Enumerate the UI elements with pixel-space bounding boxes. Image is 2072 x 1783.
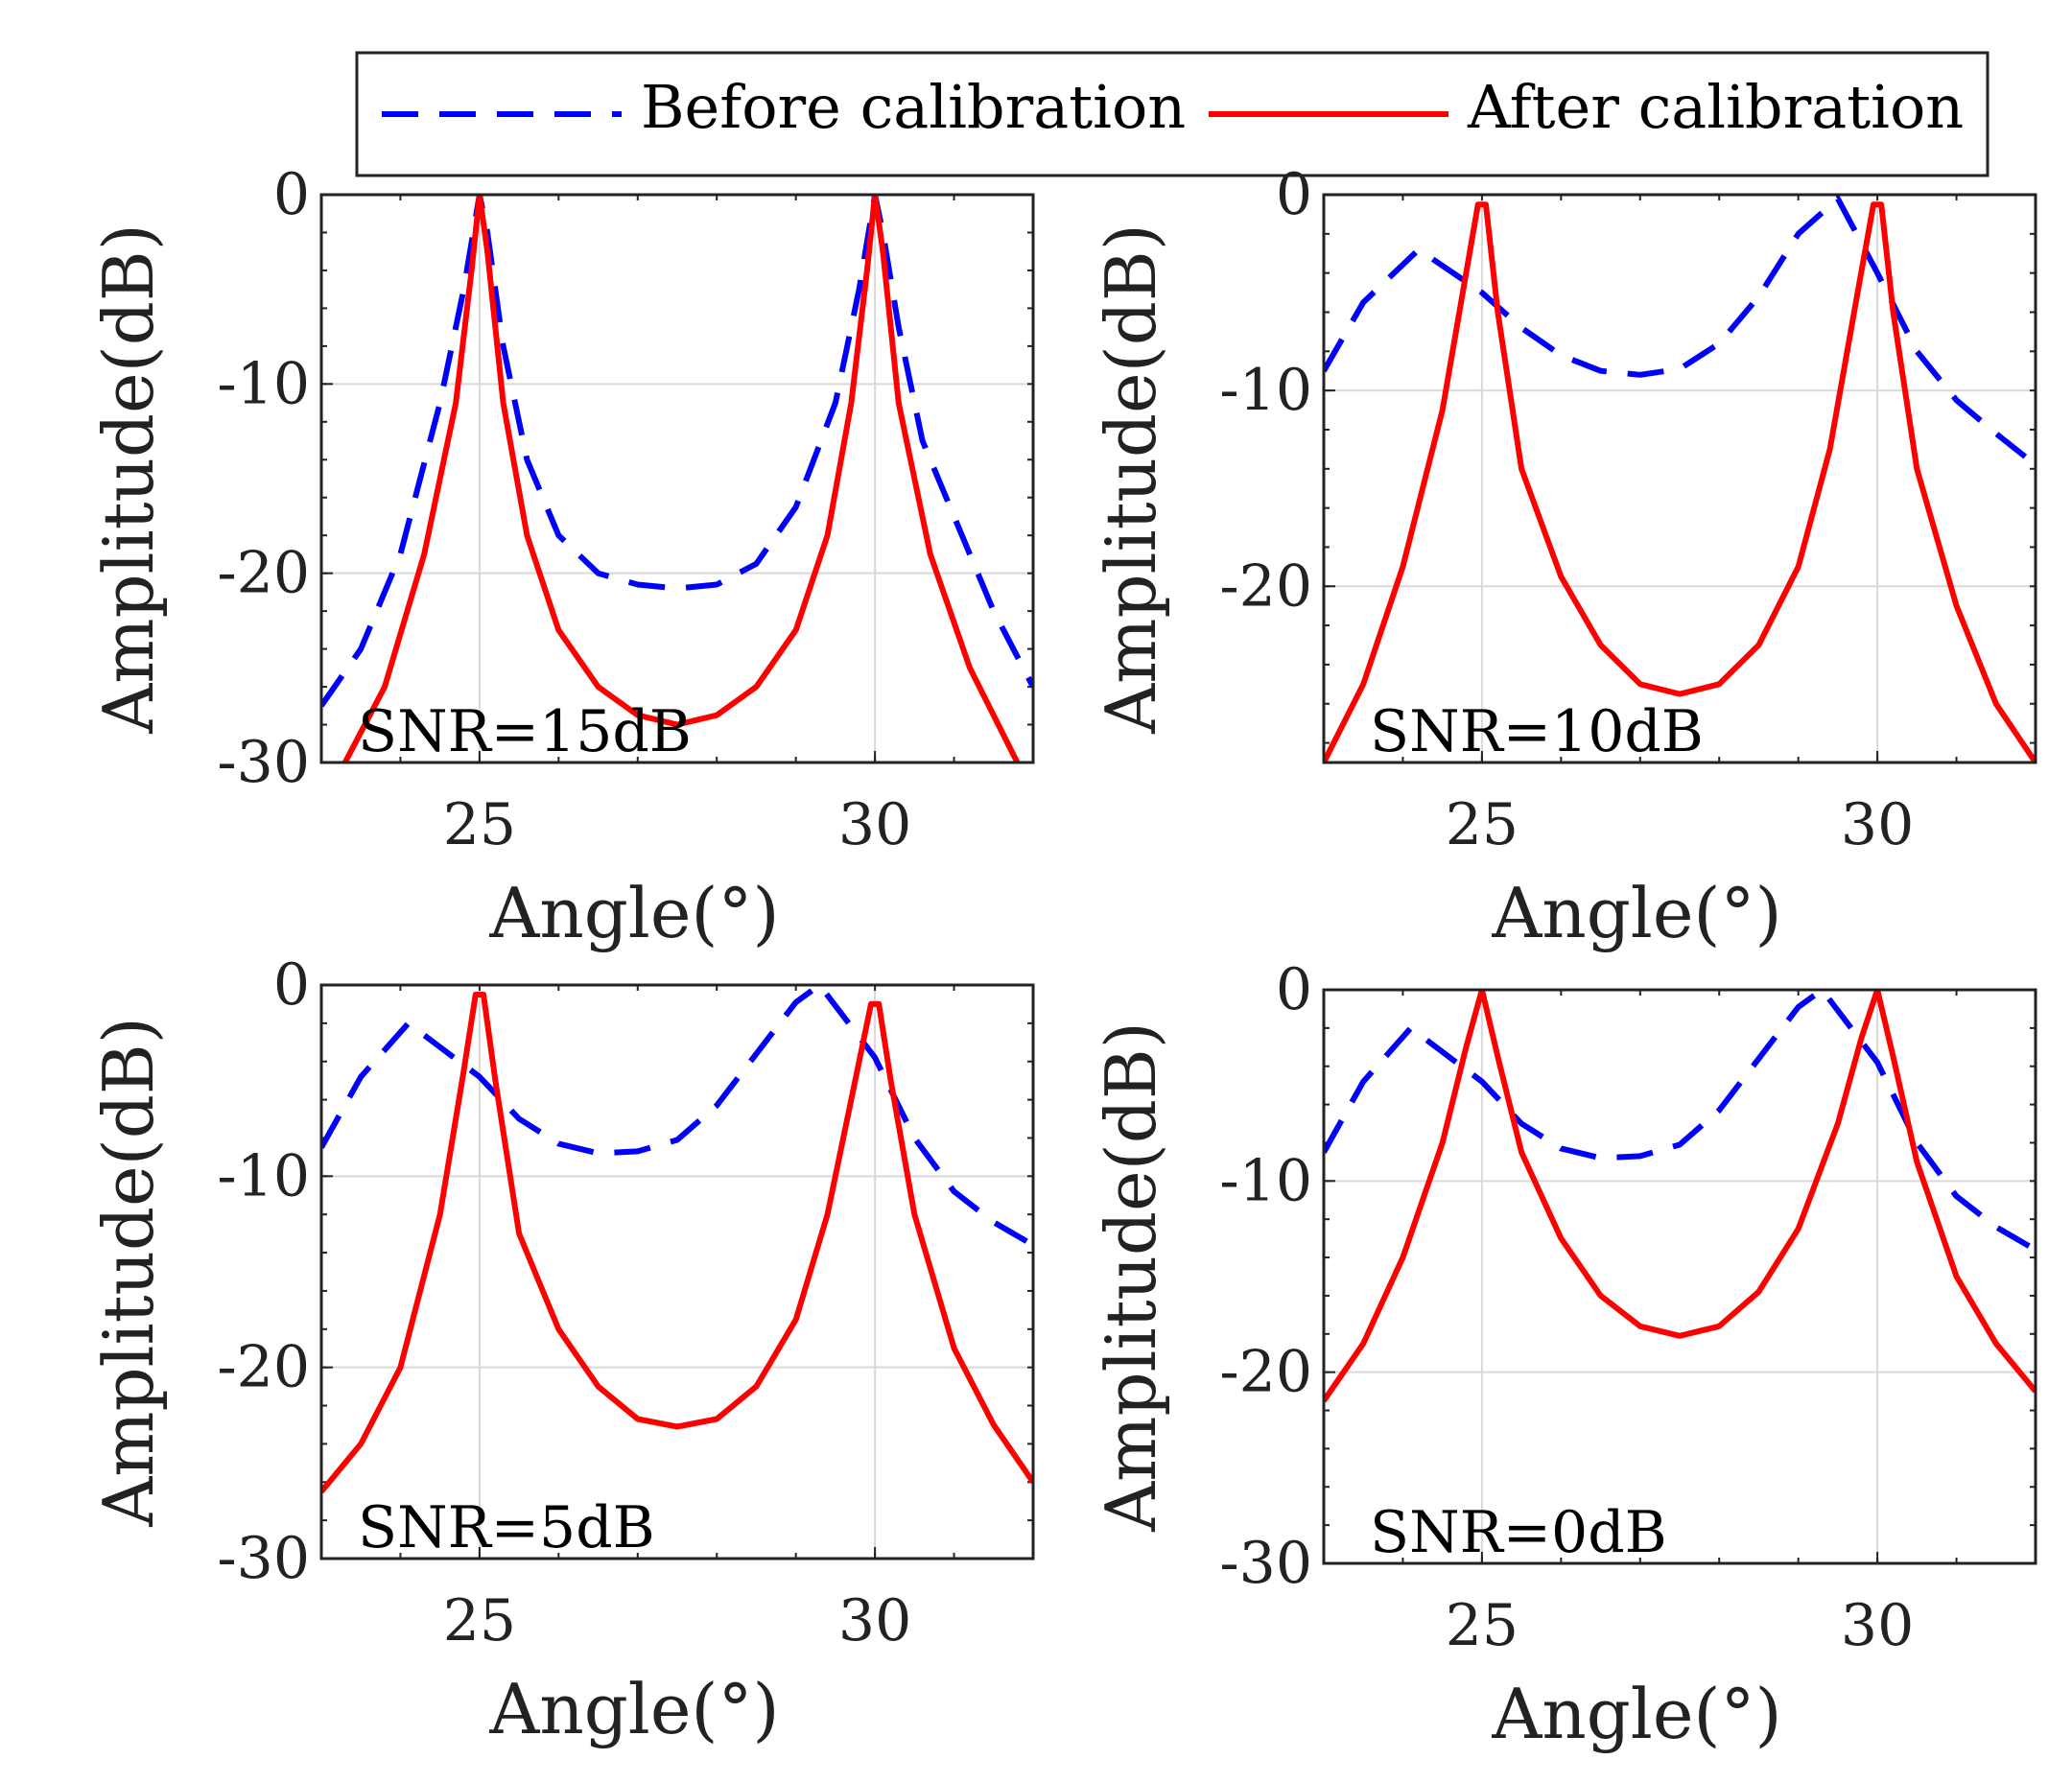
- plot-area: [1324, 195, 2036, 762]
- x-tick-label: 25: [1446, 791, 1519, 858]
- y-tick-label: 0: [1276, 161, 1312, 228]
- legend-label-before: Before calibration: [641, 72, 1186, 142]
- series-line-before: [1324, 990, 2036, 1253]
- axes-frame: [1322, 193, 2037, 764]
- y-axis-label: Amplitude(dB): [88, 1017, 169, 1528]
- series-line-after: [1324, 201, 2036, 762]
- series-line-after: [321, 992, 1033, 1494]
- legend: Before calibration After calibration: [355, 51, 1990, 177]
- y-tick-label: -30: [217, 1525, 310, 1592]
- y-tick-label: -10: [1219, 1147, 1312, 1214]
- series-line-after: [342, 195, 1021, 762]
- plot-area: [321, 195, 1033, 762]
- y-tick-label: -10: [217, 1142, 310, 1209]
- y-axis-label: Amplitude(dB): [1091, 1021, 1171, 1533]
- x-axis-label: Angle(°): [1491, 1674, 1781, 1754]
- y-axis-label: Amplitude(dB): [88, 223, 169, 735]
- legend-label-after: After calibration: [1467, 72, 1964, 142]
- plot-area: [1324, 990, 2036, 1563]
- series-line-after: [1324, 990, 2036, 1403]
- x-tick-label: 30: [1841, 791, 1914, 858]
- snr-annotation: SNR=0dB: [1370, 1499, 1667, 1566]
- plot-area: [321, 985, 1033, 1559]
- x-axis-label: Angle(°): [1491, 873, 1781, 953]
- x-tick-label: 25: [1446, 1592, 1519, 1659]
- axes-frame: [319, 983, 1035, 1560]
- y-tick-label: -20: [217, 1334, 310, 1401]
- x-tick-label: 25: [443, 1587, 516, 1654]
- axes-frame: [319, 193, 1035, 764]
- x-axis-label: Angle(°): [488, 873, 779, 953]
- series-line-before: [321, 985, 1033, 1248]
- y-tick-label: -20: [217, 540, 310, 607]
- y-tick-label: 0: [273, 951, 310, 1019]
- y-tick-label: -20: [1219, 552, 1312, 620]
- x-tick-label: 30: [1841, 1592, 1914, 1659]
- axes-frame: [1322, 988, 2037, 1565]
- y-tick-label: -10: [1219, 357, 1312, 424]
- y-tick-label: -20: [1219, 1339, 1312, 1406]
- x-tick-label: 30: [838, 791, 911, 858]
- snr-annotation: SNR=15dB: [358, 698, 692, 765]
- y-tick-label: -30: [217, 729, 310, 796]
- y-tick-label: 0: [273, 161, 310, 228]
- x-tick-label: 30: [838, 1587, 911, 1654]
- chart-panel-1: 25 30 0 -10 -20 -30 Angle(°) Amplitude(dB) SNR=1…: [88, 161, 1035, 953]
- y-tick-label: -30: [1219, 1530, 1312, 1597]
- series-line-before: [321, 195, 1033, 708]
- chart-panel-4: 25 30 0 -10 -20 -30 Angle(°) Amplitude(dB) SNR=0…: [1091, 956, 2037, 1754]
- x-tick-label: 25: [443, 791, 516, 858]
- y-tick-label: -10: [217, 350, 310, 417]
- chart-panel-2: 25 30 0 -10 -20 Angle(°) Amplitude(dB) SNR=10dB: [1091, 161, 2037, 953]
- chart-panel-3: 25 30 0 -10 -20 -30 Angle(°) Amplitude(dB) SNR=5…: [88, 951, 1035, 1749]
- x-axis-label: Angle(°): [488, 1669, 779, 1749]
- y-axis-label: Amplitude(dB): [1091, 223, 1171, 735]
- snr-annotation: SNR=10dB: [1370, 698, 1704, 765]
- y-tick-label: 0: [1276, 956, 1312, 1023]
- series-line-before: [1324, 196, 2036, 468]
- legend-box: [355, 51, 1990, 177]
- snr-annotation: SNR=5dB: [358, 1494, 655, 1561]
